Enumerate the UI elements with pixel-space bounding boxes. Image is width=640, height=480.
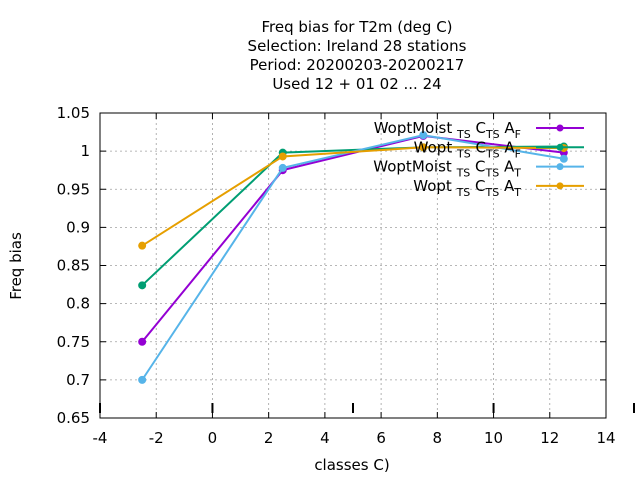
x-tick-label: 8: [433, 429, 443, 447]
legend-label-part: TS: [485, 147, 500, 160]
chart-title-line: Used 12 + 01 02 ... 24: [272, 75, 441, 93]
series-line: [141, 146, 564, 247]
data-point: [138, 337, 147, 346]
legend-label-part: C: [471, 119, 486, 137]
legend-label-part: F: [515, 128, 521, 141]
x-tick-label: 4: [320, 429, 330, 447]
y-tick-label: 0.8: [66, 295, 90, 313]
y-tick-label: 1.05: [57, 104, 90, 122]
legend-label-part: TS: [456, 128, 471, 141]
y-tick-label: 0.95: [57, 180, 90, 198]
legend-label-part: Wopt: [413, 177, 456, 195]
legend-label-part: A: [499, 177, 515, 195]
legend-label-part: T: [513, 167, 521, 180]
legend-label: Wopt TS CTS AF: [414, 138, 521, 160]
y-tick-label: 0.9: [66, 218, 90, 236]
data-point: [278, 152, 287, 161]
data-point: [559, 154, 568, 163]
legend-swatch-marker: [556, 163, 564, 171]
legend-label-part: A: [500, 138, 516, 156]
data-point: [138, 241, 147, 250]
y-axis-label: Freq bias: [7, 232, 25, 300]
legend-label-part: C: [470, 158, 485, 176]
x-tick-label: 10: [484, 429, 503, 447]
legend-label-part: TS: [456, 147, 471, 160]
data-point: [278, 163, 287, 172]
x-tick-label: 2: [264, 429, 274, 447]
x-tick-label: -4: [93, 429, 108, 447]
y-tick-label: 1: [80, 142, 90, 160]
legend-label-part: T: [513, 186, 521, 199]
data-point: [138, 375, 147, 384]
legend-label-part: TS: [485, 128, 500, 141]
data-point: [138, 281, 147, 290]
legend-label-part: A: [500, 119, 516, 137]
legend-label-part: TS: [456, 167, 471, 180]
y-tick-label: 0.65: [57, 409, 90, 427]
legend-label-part: C: [471, 138, 486, 156]
legend-label-part: C: [470, 177, 485, 195]
legend-label-part: F: [515, 147, 521, 160]
x-tick-label: 12: [540, 429, 559, 447]
legend-label-part: WoptMoist: [374, 119, 457, 137]
legend-label: Wopt TS CTS AT: [413, 177, 521, 199]
y-tick-label: 0.85: [57, 257, 90, 275]
legend-label-part: TS: [485, 186, 500, 199]
legend-swatch-marker: [556, 143, 564, 151]
x-tick-label: 6: [376, 429, 386, 447]
y-tick-label: 0.7: [66, 371, 90, 389]
x-axis-label: classes C): [314, 456, 389, 474]
legend-label: WoptMoist TS CTS AF: [374, 119, 521, 141]
data-point: [419, 131, 428, 140]
legend-label-part: A: [499, 158, 515, 176]
x-tick-label: 0: [208, 429, 218, 447]
chart-title-line: Period: 20200203-20200217: [250, 56, 465, 74]
x-tick-label: -2: [149, 429, 164, 447]
legend-label-part: WoptMoist: [373, 158, 456, 176]
legend-label-part: Wopt: [414, 138, 457, 156]
legend-swatch-marker: [556, 182, 564, 190]
series-3: [138, 143, 568, 250]
data-point: [419, 143, 428, 152]
chart-title-line: Freq bias for T2m (deg C): [261, 18, 452, 36]
legend-label: WoptMoist TS CTS AT: [373, 158, 521, 180]
y-tick-label: 0.75: [57, 333, 90, 351]
legend-label-part: TS: [485, 167, 500, 180]
grid: [100, 113, 606, 418]
x-tick-label: 14: [596, 429, 615, 447]
chart-title-line: Selection: Ireland 28 stations: [248, 37, 467, 55]
legend-swatch-marker: [556, 124, 564, 132]
series-line: [141, 134, 564, 343]
legend-label-part: TS: [456, 186, 471, 199]
